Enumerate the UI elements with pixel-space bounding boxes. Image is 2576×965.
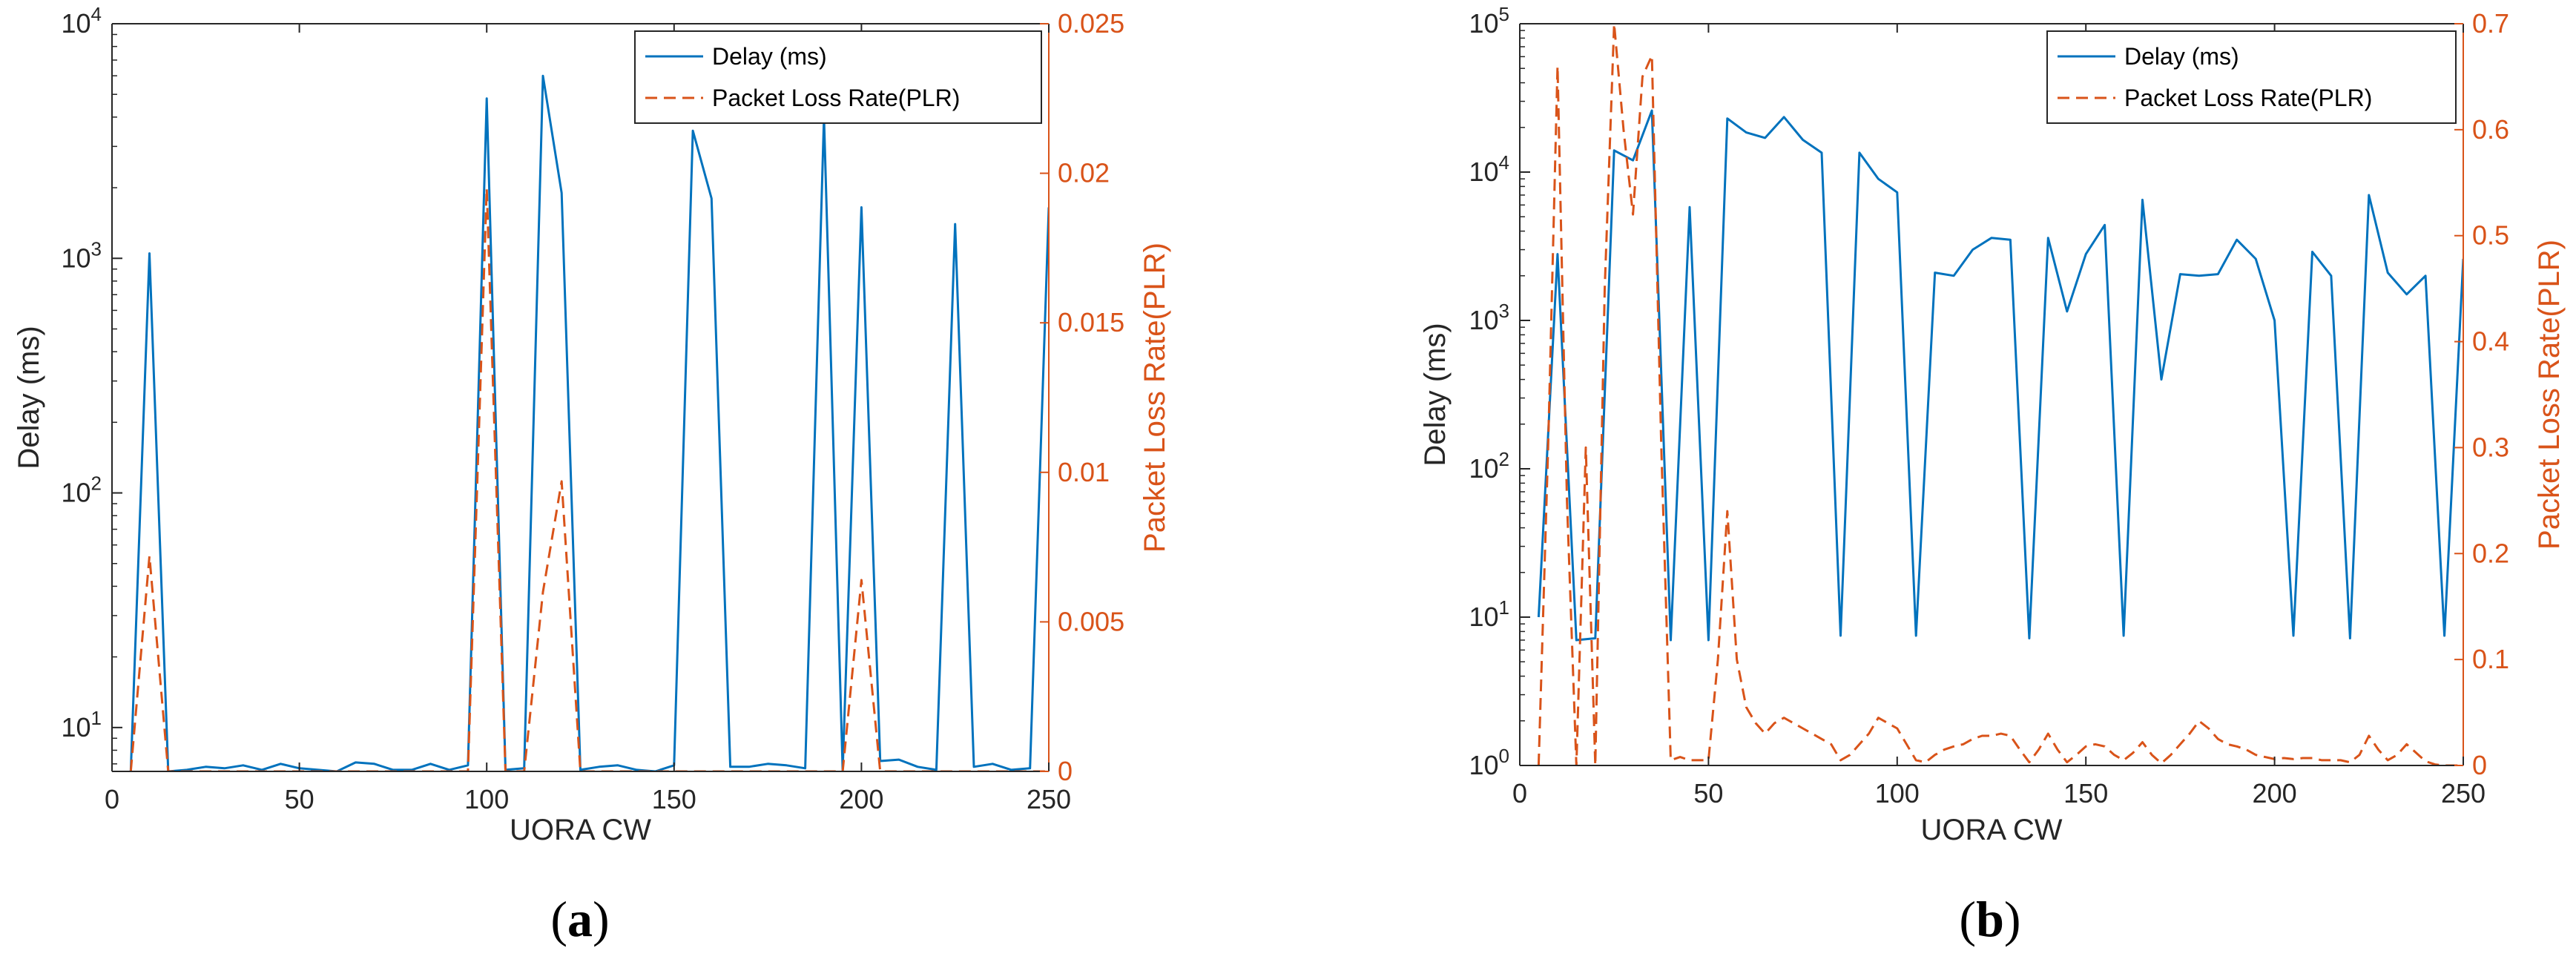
y-right-axis-label: Packet Loss Rate(PLR)	[2533, 240, 2566, 550]
y-left-tick-label: 103	[61, 237, 102, 273]
y-right-tick-label: 0.6	[2472, 114, 2509, 145]
y-left-tick-label: 103	[1469, 300, 1509, 335]
y-left-axis-label: Delay (ms)	[1419, 323, 1452, 466]
figure-caption: (b)	[1959, 891, 2020, 947]
chart-a: 0 50 100 150 200 250 101 102 103 104 0 0.005 0.01 0.0…	[13, 3, 1171, 947]
y-right-tick-label: 0.025	[1058, 8, 1124, 39]
plot-area	[112, 24, 1049, 771]
legend-entry-label: Packet Loss Rate(PLR)	[2124, 85, 2372, 111]
y-left-axis-label: Delay (ms)	[13, 326, 45, 469]
y-right-tick-label: 0.1	[2472, 644, 2509, 674]
x-tick-label: 100	[1875, 778, 1920, 808]
y-right-tick-label: 0.2	[2472, 538, 2509, 568]
y-right-tick-label: 0.02	[1058, 158, 1110, 188]
y-right-tick-label: 0	[1058, 756, 1073, 786]
y-left-tick-label: 101	[1469, 596, 1509, 632]
legend-entry-label: Delay (ms)	[2124, 43, 2239, 70]
y-right-tick-label: 0.7	[2472, 8, 2509, 39]
y-right-tick-label: 0.005	[1058, 606, 1124, 636]
y-left-tick-label: 104	[61, 3, 102, 39]
y-right-tick-label: 0.3	[2472, 432, 2509, 462]
delay-series-line	[129, 74, 1049, 771]
y-left-tick-label: 102	[1469, 448, 1509, 484]
legend: Delay (ms) Packet Loss Rate(PLR)	[2046, 30, 2457, 124]
y-left-tick-label: 102	[61, 472, 102, 508]
x-tick-label: 0	[105, 784, 119, 814]
x-tick-label: 150	[652, 784, 696, 814]
x-tick-label: 200	[839, 784, 883, 814]
series-group	[1537, 24, 2463, 765]
x-tick-label: 150	[2063, 778, 2108, 808]
x-tick-label: 0	[1512, 778, 1527, 808]
legend: Delay (ms) Packet Loss Rate(PLR)	[634, 30, 1042, 124]
y-left-tick-label: 101	[61, 707, 102, 742]
figure-caption: (a)	[550, 891, 609, 947]
y-right-tick-label: 0.01	[1058, 457, 1110, 487]
series-group	[129, 74, 1049, 771]
y-left-tick-label: 100	[1469, 745, 1509, 780]
y-right-tick-label: 0.4	[2472, 326, 2509, 357]
delay-series-line	[1537, 109, 2463, 642]
y-right-tick-label: 0.5	[2472, 220, 2509, 251]
plr-series-line	[1537, 24, 2463, 765]
x-tick-label: 100	[464, 784, 509, 814]
chart-b: 0 50 100 150 200 250 100 101 102 103 104 105 0 0.1 0.2…	[1419, 3, 2566, 947]
y-right-axis-label: Packet Loss Rate(PLR)	[1139, 243, 1171, 553]
x-tick-label: 50	[285, 784, 314, 814]
y-left-tick-label: 104	[1469, 151, 1509, 187]
y-right-tick-label: 0	[2472, 750, 2487, 780]
x-axis-label: UORA CW	[510, 814, 651, 846]
y-right-tick-label: 0.015	[1058, 307, 1124, 337]
x-tick-label: 50	[1693, 778, 1723, 808]
legend-box	[634, 30, 1042, 124]
y-left-tick-label: 105	[1469, 3, 1509, 39]
x-axis-label: UORA CW	[1920, 814, 2062, 846]
x-tick-label: 250	[1027, 784, 1071, 814]
legend-entry-label: Delay (ms)	[712, 43, 827, 70]
legend-box	[2046, 30, 2457, 124]
x-tick-label: 200	[2253, 778, 2297, 808]
legend-entry-label: Packet Loss Rate(PLR)	[712, 85, 960, 111]
x-tick-label: 250	[2441, 778, 2486, 808]
